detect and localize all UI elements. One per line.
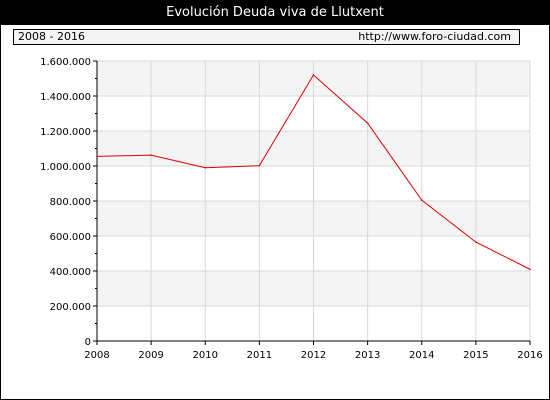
axes [93,60,531,345]
period-label: 2008 - 2016 [18,30,85,43]
y-tick-label: 1.400.000 [40,92,91,103]
y-tick-label: 800.000 [50,197,91,208]
data-point [529,268,531,271]
data-point [420,199,423,201]
x-tick-label: 2009 [138,350,163,361]
y-tick-label: 600.000 [50,232,91,243]
grid-lines [97,60,531,341]
y-tick-label: 200.000 [50,302,91,313]
y-tick-label: 400.000 [50,267,91,278]
y-tick-label: 1.000.000 [40,162,91,173]
data-point [258,164,261,167]
info-box: 2008 - 2016 http://www.foro-ciudad.com [13,29,520,45]
x-tick-label: 2010 [193,350,218,361]
x-tick-label: 2015 [463,350,488,361]
x-tick-label: 2012 [301,350,326,361]
series-group [96,74,531,271]
data-point [204,166,207,169]
data-point [150,154,152,156]
data-point [366,122,369,124]
y-tick-label: 1.200.000 [40,127,91,138]
source-url: http://www.foro-ciudad.com [358,30,511,43]
x-axis-labels: 2008 2009 2010 2011 2012 2013 2014 2015 2016 [84,350,542,361]
y-axis-labels: 0 200.000 400.000 600.000 800.000 1.000.000 1.… [40,57,91,348]
x-tick-label: 2008 [84,350,109,361]
y-tick-label: 1.600.000 [40,57,91,68]
data-point [475,241,477,243]
data-point [96,155,98,158]
x-tick-label: 2016 [517,350,542,361]
x-tick-label: 2014 [409,350,434,361]
chart-title: Evolución Deuda viva de Llutxent [1,1,549,25]
data-point [312,74,315,76]
y-tick-label: 0 [85,337,91,348]
x-tick-label: 2013 [355,350,380,361]
x-tick-label: 2011 [247,350,272,361]
